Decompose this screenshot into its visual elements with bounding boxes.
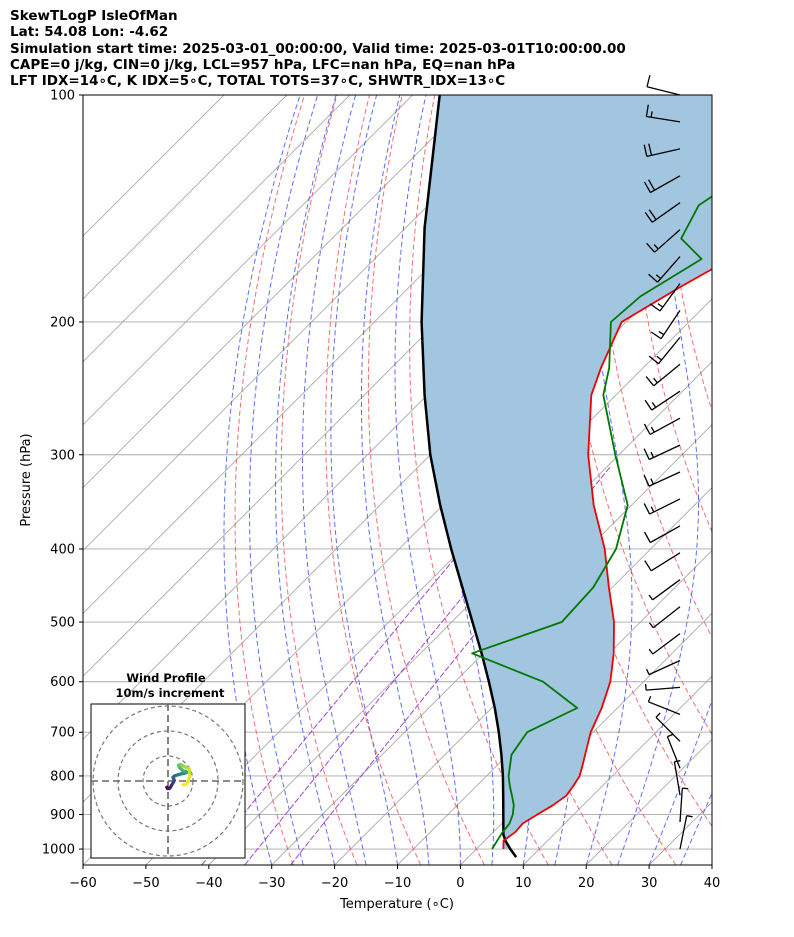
chart-header: SkewTLogP IsleOfMan Lat: 54.08 Lon: -4.6… bbox=[10, 8, 790, 89]
y-tick-label: 500 bbox=[50, 616, 75, 631]
dry-adiabat bbox=[367, 95, 485, 865]
wind-barb bbox=[643, 143, 681, 158]
isotherm bbox=[775, 95, 794, 865]
x-tick-label: 30 bbox=[641, 876, 658, 891]
hodograph-subtitle: 10m/s increment bbox=[116, 686, 225, 700]
wind-barb bbox=[666, 733, 681, 769]
isotherm bbox=[83, 95, 351, 363]
isotherm bbox=[83, 95, 539, 552]
chart-title: SkewTLogP IsleOfMan bbox=[10, 8, 178, 24]
dry-adiabat bbox=[409, 95, 549, 865]
wind-barb bbox=[679, 815, 693, 850]
dry-adiabat bbox=[728, 95, 794, 865]
isotherm bbox=[711, 864, 712, 865]
moist-adiabat bbox=[617, 95, 699, 865]
wind-barb bbox=[645, 363, 681, 387]
wind-barb bbox=[643, 471, 681, 487]
moist-adiabat bbox=[275, 95, 337, 865]
y-tick-label: 400 bbox=[50, 542, 75, 557]
wind-barb bbox=[643, 444, 681, 461]
isotherm bbox=[83, 95, 414, 426]
isotherm bbox=[83, 95, 476, 489]
moist-adiabat bbox=[680, 792, 712, 865]
isotherm bbox=[522, 675, 712, 865]
wind-barb bbox=[647, 695, 681, 716]
x-tick-label: −20 bbox=[321, 876, 348, 891]
wind-barb bbox=[649, 283, 681, 312]
location-coordinates: Lat: 54.08 Lon: -4.62 bbox=[10, 24, 169, 41]
dry-adiabat bbox=[234, 95, 305, 865]
wind-barb bbox=[644, 390, 681, 411]
x-tick-label: −30 bbox=[258, 876, 285, 891]
wind-barb bbox=[644, 684, 681, 691]
moist-adiabat bbox=[394, 95, 461, 865]
x-tick-label: 40 bbox=[704, 876, 721, 891]
hodograph-segment bbox=[181, 782, 189, 787]
wind-barb bbox=[646, 659, 681, 676]
dry-adiabat bbox=[325, 95, 422, 865]
wind-barb bbox=[679, 787, 689, 823]
temperature-profile-line bbox=[502, 268, 712, 850]
x-tick-label: −60 bbox=[69, 876, 96, 891]
wind-barb bbox=[643, 175, 681, 194]
moist-adiabat bbox=[648, 698, 712, 865]
isotherm bbox=[334, 486, 712, 865]
cin-shading bbox=[421, 95, 712, 849]
moist-adiabat bbox=[744, 95, 794, 865]
wind-barb bbox=[645, 104, 681, 123]
moist-adiabat bbox=[711, 863, 712, 865]
x-tick-label: 10 bbox=[515, 876, 532, 891]
wind-barb bbox=[648, 336, 681, 365]
y-axis-label: Pressure (hPa) bbox=[19, 433, 34, 526]
wind-barb bbox=[646, 229, 681, 253]
dry-adiabat bbox=[761, 95, 794, 865]
x-tick-label: −50 bbox=[132, 876, 159, 891]
wind-barb bbox=[655, 712, 681, 742]
wind-barb bbox=[648, 633, 681, 655]
moist-adiabat bbox=[223, 95, 301, 865]
wind-barb bbox=[648, 256, 681, 283]
isotherm bbox=[83, 95, 288, 300]
y-tick-label: 300 bbox=[50, 448, 75, 463]
wind-barb bbox=[650, 310, 681, 340]
moist-adiabat bbox=[361, 95, 430, 865]
x-axis-label: Temperature (∘C) bbox=[339, 897, 454, 912]
y-tick-label: 1000 bbox=[42, 843, 75, 858]
hodograph-title: Wind Profile bbox=[126, 671, 206, 685]
isotherm bbox=[83, 95, 225, 237]
isotherm bbox=[271, 424, 712, 865]
y-tick-label: 200 bbox=[50, 315, 75, 330]
x-tick-label: 0 bbox=[456, 876, 464, 891]
wind-barb bbox=[643, 498, 681, 515]
x-tick-label: −10 bbox=[384, 876, 411, 891]
wind-barb bbox=[644, 202, 681, 223]
stability-parameters: CAPE=0 j/kg, CIN=0 j/kg, LCL=957 hPa, LF… bbox=[10, 56, 516, 73]
wind-barb bbox=[648, 606, 681, 629]
moist-adiabat bbox=[249, 95, 319, 865]
y-tick-label: 800 bbox=[50, 769, 75, 784]
parcel-profile-line bbox=[420, 95, 518, 858]
wind-barb bbox=[644, 552, 681, 572]
dewpoint-profile-line bbox=[471, 195, 712, 850]
moist-adiabat bbox=[585, 95, 633, 865]
stability-indices: LFT IDX=14∘C, K IDX=5∘C, TOTAL TOTS=37∘C… bbox=[10, 73, 506, 90]
wind-barb bbox=[646, 74, 681, 96]
simulation-times: Simulation start time: 2025-03-01_00:00:… bbox=[10, 40, 626, 57]
y-tick-label: 700 bbox=[50, 726, 75, 741]
moist-adiabat bbox=[302, 95, 367, 865]
y-tick-label: 900 bbox=[50, 808, 75, 823]
x-tick-label: 20 bbox=[578, 876, 595, 891]
y-tick-label: 100 bbox=[50, 89, 75, 104]
wind-barb bbox=[648, 579, 681, 601]
wind-barb bbox=[643, 525, 681, 544]
moist-adiabat bbox=[330, 95, 398, 865]
x-tick-label: −40 bbox=[195, 876, 222, 891]
dry-adiabat bbox=[280, 95, 358, 865]
wind-barb bbox=[643, 417, 681, 435]
y-tick-label: 600 bbox=[50, 675, 75, 690]
